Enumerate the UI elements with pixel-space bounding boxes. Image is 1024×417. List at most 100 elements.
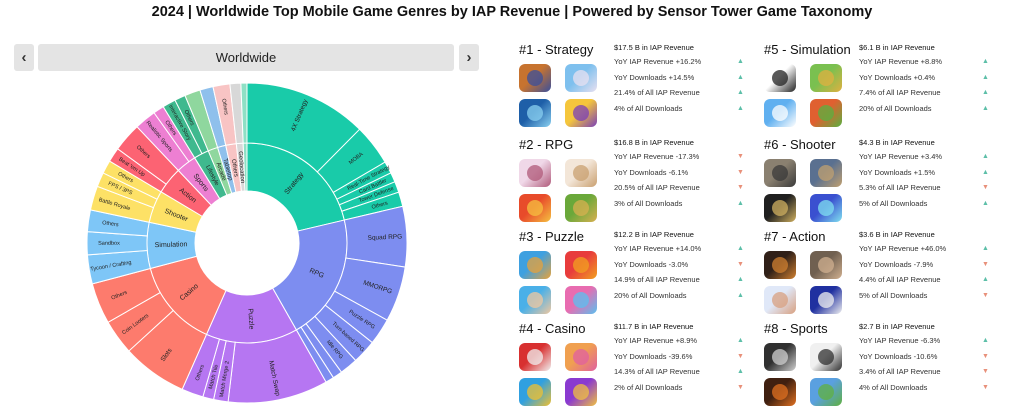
strategy-game-1-icon[interactable] bbox=[519, 64, 551, 92]
sports-game-2-icon[interactable] bbox=[810, 343, 842, 371]
trend-up-icon: ▲ bbox=[737, 276, 744, 283]
trend-up-icon: ▲ bbox=[737, 200, 744, 207]
genre-revenue: $11.7 B in IAP Revenue bbox=[614, 322, 694, 331]
action-game-2-icon[interactable] bbox=[810, 251, 842, 279]
outer-label-match-tile: Match Tile bbox=[208, 364, 220, 390]
simulation-game-2-icon[interactable] bbox=[810, 64, 842, 92]
genre-metric: 14.3% of All IAP Revenue bbox=[614, 367, 700, 376]
puzzle-game-2-icon[interactable] bbox=[565, 251, 597, 279]
trend-up-icon: ▲ bbox=[737, 105, 744, 112]
outer-label-others: Others bbox=[102, 220, 119, 228]
outer-segment-unlabeled-item-36[interactable] bbox=[240, 82, 248, 144]
genre-metric: YoY Downloads -7.9% bbox=[859, 260, 934, 269]
genre-metric: YoY IAP Revenue +14.0% bbox=[614, 244, 702, 253]
sports-game-4-icon[interactable] bbox=[810, 378, 842, 406]
genre-panel: #7 - Action $3.6 B in IAP Revenue YoY IAP … bbox=[764, 229, 1014, 325]
shooter-game-1-icon[interactable] bbox=[764, 159, 796, 187]
sports-game-3-icon[interactable] bbox=[764, 378, 796, 406]
genre-metric: YoY Downloads -10.6% bbox=[859, 352, 938, 361]
puzzle-game-3-icon[interactable] bbox=[519, 286, 551, 314]
chevron-left-icon: ‹ bbox=[21, 49, 27, 66]
rpg-game-2-icon[interactable] bbox=[565, 159, 597, 187]
genre-metric: YoY IAP Revenue -6.3% bbox=[859, 336, 941, 345]
genre-title: #6 - Shooter bbox=[764, 137, 836, 152]
strategy-game-3-icon[interactable] bbox=[519, 99, 551, 127]
genre-metric: YoY IAP Revenue +8.8% bbox=[859, 57, 943, 66]
genre-revenue: $17.5 B in IAP Revenue bbox=[614, 43, 694, 52]
page-title: 2024 | Worldwide Top Mobile Game Genres … bbox=[151, 4, 873, 20]
trend-down-icon: ▼ bbox=[737, 353, 744, 360]
puzzle-game-1-icon[interactable] bbox=[519, 251, 551, 279]
previous-region-button[interactable]: ‹ bbox=[14, 44, 34, 71]
trend-down-icon: ▼ bbox=[982, 261, 989, 268]
genre-metric: 5% of All Downloads bbox=[859, 291, 928, 300]
sunburst-chart: StrategyRPGPuzzleCasinoSimulationShooter… bbox=[86, 82, 408, 404]
genre-title: #1 - Strategy bbox=[519, 42, 594, 57]
trend-up-icon: ▲ bbox=[982, 105, 989, 112]
genre-title: #7 - Action bbox=[764, 229, 826, 244]
trend-down-icon: ▼ bbox=[737, 153, 744, 160]
shooter-game-2-icon[interactable] bbox=[810, 159, 842, 187]
genre-metric: 20.5% of All IAP Revenue bbox=[614, 183, 700, 192]
genre-revenue: $16.8 B in IAP Revenue bbox=[614, 138, 694, 147]
genre-revenue: $12.2 B in IAP Revenue bbox=[614, 230, 694, 239]
genre-metric: 7.4% of All IAP Revenue bbox=[859, 88, 941, 97]
genre-title: #5 - Simulation bbox=[764, 42, 851, 57]
puzzle-game-4-icon[interactable] bbox=[565, 286, 597, 314]
action-game-4-icon[interactable] bbox=[810, 286, 842, 314]
genre-title: #8 - Sports bbox=[764, 321, 828, 336]
trend-up-icon: ▲ bbox=[737, 292, 744, 299]
action-game-3-icon[interactable] bbox=[764, 286, 796, 314]
simulation-game-1-icon[interactable] bbox=[764, 64, 796, 92]
genre-metric: YoY IAP Revenue +46.0% bbox=[859, 244, 947, 253]
casino-game-4-icon[interactable] bbox=[565, 378, 597, 406]
trend-up-icon: ▲ bbox=[982, 89, 989, 96]
genre-metric: 5% of All Downloads bbox=[859, 199, 928, 208]
sports-game-1-icon[interactable] bbox=[764, 343, 796, 371]
genre-metric: YoY Downloads -6.1% bbox=[614, 168, 689, 177]
region-selector[interactable]: Worldwide bbox=[38, 44, 454, 71]
inner-label-simulation: Simulation bbox=[155, 241, 188, 249]
strategy-game-4-icon[interactable] bbox=[565, 99, 597, 127]
genre-panel: #1 - Strategy $17.5 B in IAP Revenue YoY I… bbox=[519, 42, 769, 138]
genre-metric: YoY IAP Revenue +3.4% bbox=[859, 152, 943, 161]
casino-game-2-icon[interactable] bbox=[565, 343, 597, 371]
rpg-game-3-icon[interactable] bbox=[519, 194, 551, 222]
trend-down-icon: ▼ bbox=[737, 184, 744, 191]
genre-metric: YoY Downloads +1.5% bbox=[859, 168, 936, 177]
genre-revenue: $2.7 B in IAP Revenue bbox=[859, 322, 935, 331]
genre-metric: 14.9% of All IAP Revenue bbox=[614, 275, 700, 284]
shooter-game-4-icon[interactable] bbox=[810, 194, 842, 222]
genre-metric: 20% of All Downloads bbox=[614, 291, 687, 300]
strategy-game-2-icon[interactable] bbox=[565, 64, 597, 92]
outer-label-others: Others bbox=[195, 364, 206, 382]
outer-label-others: Others bbox=[111, 290, 129, 302]
casino-game-1-icon[interactable] bbox=[519, 343, 551, 371]
casino-game-3-icon[interactable] bbox=[519, 378, 551, 406]
trend-down-icon: ▼ bbox=[737, 169, 744, 176]
chevron-right-icon: › bbox=[466, 49, 472, 66]
outer-label-others: Others bbox=[220, 98, 229, 115]
simulation-game-3-icon[interactable] bbox=[764, 99, 796, 127]
genre-metric: YoY IAP Revenue +16.2% bbox=[614, 57, 702, 66]
genre-panel: #3 - Puzzle $12.2 B in IAP Revenue YoY IAP… bbox=[519, 229, 769, 325]
trend-down-icon: ▼ bbox=[982, 292, 989, 299]
trend-down-icon: ▼ bbox=[737, 384, 744, 391]
trend-up-icon: ▲ bbox=[737, 368, 744, 375]
shooter-game-3-icon[interactable] bbox=[764, 194, 796, 222]
genre-metric: YoY Downloads -39.6% bbox=[614, 352, 693, 361]
genre-panel: #5 - Simulation $6.1 B in IAP Revenue YoY … bbox=[764, 42, 1014, 138]
action-game-1-icon[interactable] bbox=[764, 251, 796, 279]
trend-up-icon: ▲ bbox=[982, 245, 989, 252]
outer-label-others: Others bbox=[371, 200, 389, 210]
simulation-game-4-icon[interactable] bbox=[810, 99, 842, 127]
next-region-button[interactable]: › bbox=[459, 44, 479, 71]
trend-up-icon: ▲ bbox=[982, 200, 989, 207]
genre-metric: 2% of All Downloads bbox=[614, 383, 683, 392]
trend-up-icon: ▲ bbox=[982, 169, 989, 176]
rpg-game-4-icon[interactable] bbox=[565, 194, 597, 222]
rpg-game-1-icon[interactable] bbox=[519, 159, 551, 187]
trend-down-icon: ▼ bbox=[982, 384, 989, 391]
genre-revenue: $4.3 B in IAP Revenue bbox=[859, 138, 935, 147]
trend-down-icon: ▼ bbox=[982, 353, 989, 360]
